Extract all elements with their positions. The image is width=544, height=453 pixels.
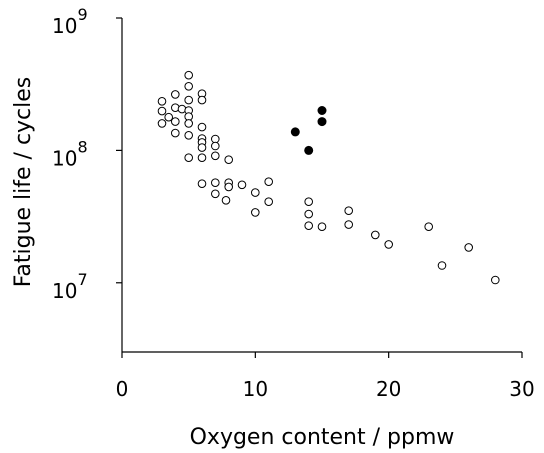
open-data-point-42 — [317, 222, 327, 231]
open-data-point-49 — [464, 243, 474, 252]
open-data-point-14 — [184, 119, 193, 128]
open-data-point-9 — [184, 70, 193, 80]
open-data-point-19 — [197, 122, 207, 132]
open-data-point-27 — [211, 151, 220, 161]
open-data-point-44 — [344, 220, 354, 229]
filled-data-point-3 — [317, 117, 327, 127]
filled-data-point-0 — [290, 127, 300, 137]
x-tick-label: 10 — [243, 377, 268, 401]
open-data-point-39 — [304, 197, 314, 206]
open-data-point-23 — [197, 153, 207, 162]
open-data-point-25 — [211, 134, 220, 144]
open-data-point-15 — [184, 131, 193, 140]
x-tick-label: 20 — [376, 377, 401, 401]
filled-data-point-2 — [317, 106, 327, 115]
x-ticks: 0 10 20 30 — [116, 352, 535, 401]
open-data-point-38 — [264, 197, 274, 206]
open-data-point-28 — [211, 178, 220, 187]
open-data-point-30 — [224, 155, 233, 164]
open-data-point-43 — [344, 206, 354, 215]
open-data-point-10 — [184, 82, 193, 91]
filled-data-point-1 — [304, 145, 314, 155]
y-tick-label: 107 — [52, 270, 88, 303]
x-tick-label: 0 — [116, 377, 129, 401]
y-axis-label: Fatigue life / cycles — [11, 77, 36, 288]
open-data-point-2 — [157, 119, 167, 128]
data-points — [157, 70, 500, 285]
y-ticks: 107 108 109 — [52, 5, 122, 303]
y-tick-label: 109 — [52, 5, 88, 38]
open-data-point-29 — [211, 189, 220, 199]
open-data-point-36 — [251, 208, 260, 217]
open-data-point-46 — [384, 240, 394, 249]
open-data-point-3 — [164, 112, 173, 122]
y-tick-label: 108 — [52, 137, 88, 170]
open-data-point-45 — [371, 230, 380, 240]
open-data-point-50 — [491, 275, 500, 285]
open-data-point-1 — [157, 106, 167, 116]
open-data-point-35 — [251, 188, 260, 197]
open-data-point-47 — [424, 222, 434, 231]
open-data-point-37 — [264, 177, 274, 186]
open-data-point-34 — [237, 180, 247, 190]
open-data-point-32 — [224, 182, 233, 192]
open-data-point-24 — [197, 179, 207, 188]
open-data-point-7 — [171, 128, 180, 138]
axes — [121, 18, 522, 353]
open-data-point-22 — [197, 143, 207, 152]
open-data-point-11 — [184, 95, 193, 105]
open-data-point-33 — [221, 196, 231, 205]
open-data-point-40 — [304, 209, 314, 219]
open-data-point-4 — [171, 90, 180, 99]
open-data-point-6 — [171, 117, 180, 126]
x-axis-label: Oxygen content / ppmw — [190, 425, 455, 450]
open-data-point-0 — [157, 97, 167, 106]
open-data-point-41 — [304, 221, 314, 230]
open-data-point-18 — [197, 95, 207, 105]
x-tick-label: 30 — [509, 377, 534, 401]
open-data-point-16 — [184, 153, 193, 162]
open-data-point-48 — [437, 261, 447, 270]
open-data-point-26 — [211, 141, 220, 151]
